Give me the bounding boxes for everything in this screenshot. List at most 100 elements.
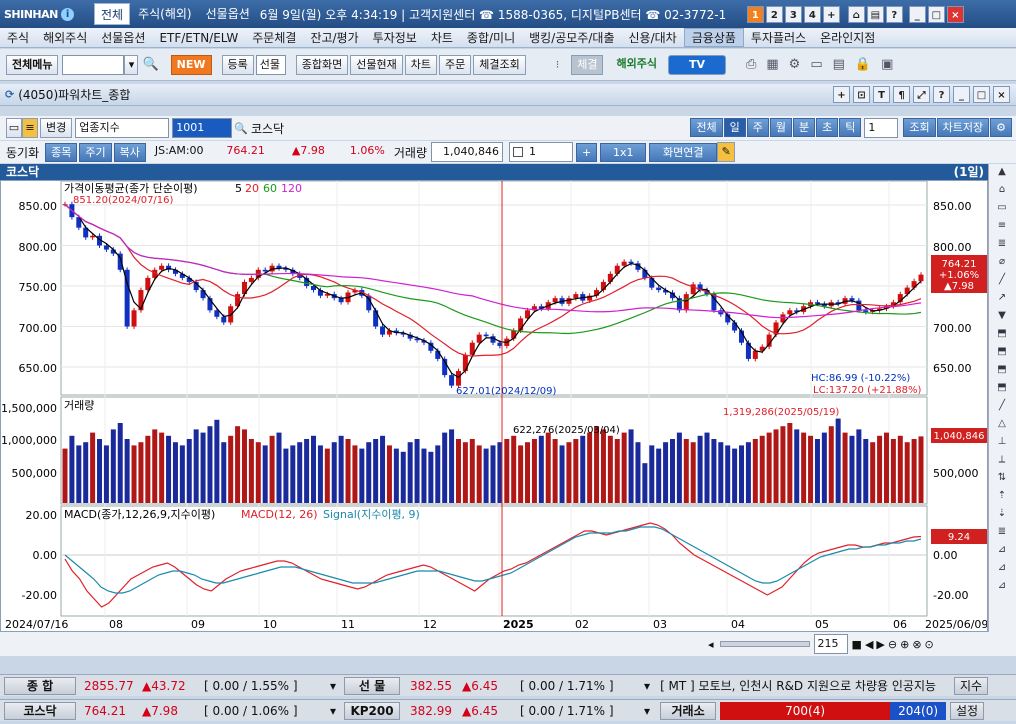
period-value-select[interactable]: 1 [864,118,899,138]
drawing-tool-8-icon[interactable]: ▼ [998,310,1006,321]
help-icon[interactable]: ? [885,5,903,23]
menu-item-9[interactable]: 뱅킹/공모주/대출 [529,31,615,45]
period-week-button[interactable]: 주 [746,118,769,137]
menu-item-10[interactable]: 신용/대차 [628,31,677,45]
drawing-tool-23-icon[interactable]: ⊿ [997,580,1007,591]
menu-search-input[interactable] [62,54,125,75]
kp200-dropdown-icon[interactable]: ▾ [644,703,651,718]
period-tick-button[interactable]: 틱 [839,118,862,137]
period-day-button[interactable]: 일 [723,118,746,137]
futures-current-button[interactable]: 선물현재 [350,54,403,75]
drawing-tool-9-icon[interactable]: ⬒ [997,328,1007,339]
save-layout-icon[interactable]: ▤ [832,57,845,72]
all-menu-button[interactable]: 전체메뉴 [6,54,59,75]
screen-4-button[interactable]: 4 [803,5,821,23]
kosdaq-dropdown-icon[interactable]: ▾ [330,703,337,718]
settings-icon[interactable]: ⚙ [788,57,801,72]
menu-toggle-icon[interactable]: ≡ [22,118,38,138]
zoom-in-icon[interactable]: ⊕ [900,637,910,651]
sync-period-button[interactable]: 주기 [79,142,112,162]
drawing-tool-20-icon[interactable]: ≣ [997,526,1007,537]
prev-icon[interactable]: ◀ [864,637,874,651]
zoom-reset-icon[interactable]: ⊗ [912,637,922,651]
window-link-icon[interactable]: ⊡ [853,86,870,103]
index-button[interactable]: 지수 [954,676,989,695]
menu-item-6[interactable]: 투자정보 [372,31,417,45]
drawing-tool-10-icon[interactable]: ⬒ [997,346,1007,357]
window-top-icon[interactable]: T [873,86,890,103]
panel-toggle-icon[interactable]: ▭ [6,118,22,138]
period-all-button[interactable]: 전체 [690,118,723,137]
sync-copy-button[interactable]: 복사 [113,142,146,162]
window-add-icon[interactable]: + [833,86,850,103]
order-button[interactable]: 주문 [439,54,472,75]
lock-icon[interactable]: 🔒 [854,57,872,72]
pen-icon[interactable]: ✎ [717,142,736,162]
chart-svg[interactable]: 가격이동평균(종가 단순이평) 5 20 60 120 851.20(2024/… [1,181,987,631]
drawing-tool-11-icon[interactable]: ⬒ [997,364,1007,375]
execute-button[interactable]: 체결 [571,54,604,75]
scroll-left-icon[interactable]: ◂ [708,637,714,651]
window-icon[interactable]: ▭ [810,57,823,72]
calculator-icon[interactable]: ▦ [766,57,779,72]
chart-button[interactable]: 차트 [404,54,437,75]
chart-settings-icon[interactable]: ⚙ [990,118,1012,137]
drawing-tool-14-icon[interactable]: △ [998,418,1006,429]
code-input[interactable]: 1001 [172,118,233,138]
add-screen-button[interactable]: + [822,5,840,23]
print-icon[interactable]: ▤ [866,5,884,23]
layout-count-select[interactable]: 1 [509,142,573,162]
drawing-tool-5-icon[interactable]: ⌀ [998,256,1006,267]
code-search-icon[interactable]: 🔍 [234,121,248,135]
drawing-tool-22-icon[interactable]: ⊿ [997,562,1007,573]
menu-item-4[interactable]: 주문체결 [252,31,297,45]
menu-item-0[interactable]: 주식 [7,31,30,45]
menu-item-12[interactable]: 투자플러스 [750,31,807,45]
drawing-tool-6-icon[interactable]: ╱ [998,274,1006,285]
maximize-icon[interactable]: □ [927,5,945,23]
menu-item-8[interactable]: 종합/미니 [466,31,516,45]
next-icon[interactable]: ▶ [876,637,885,651]
screen-link-button[interactable]: 화면연결 [649,142,718,162]
execution-query-button[interactable]: 체결조회 [473,54,526,75]
zoom-fit-icon[interactable]: ⊙ [924,637,934,651]
window-memo-icon[interactable]: ¶ [893,86,910,103]
drawing-tool-2-icon[interactable]: ▭ [997,202,1007,213]
window-fix-icon[interactable]: ⤢ [913,86,930,103]
search-icon[interactable]: 🔍 [142,57,159,72]
sync-item-button[interactable]: 종목 [45,142,78,162]
period-second-button[interactable]: 초 [816,118,839,137]
drawing-tool-0-icon[interactable]: ▲ [998,166,1006,177]
add-chart-button[interactable]: + [576,142,598,162]
period-month-button[interactable]: 월 [769,118,793,137]
screen-1-button[interactable]: 1 [746,5,764,23]
window-help-icon[interactable]: ? [933,86,950,103]
window-maximize-icon[interactable]: □ [973,86,990,103]
tv-button[interactable]: TV [667,54,726,75]
minimize-icon[interactable]: _ [908,5,926,23]
chart-area[interactable]: 가격이동평균(종가 단순이평) 5 20 60 120 851.20(2024/… [0,180,988,632]
composite-dropdown-icon[interactable]: ▾ [330,678,337,693]
menu-item-2[interactable]: 선물옵션 [101,31,146,45]
menu-item-1[interactable]: 해외주식 [43,31,88,45]
drawing-tool-13-icon[interactable]: ╱ [998,400,1006,411]
period-minute-button[interactable]: 분 [793,118,816,137]
drawing-tool-12-icon[interactable]: ⬒ [997,382,1007,393]
query-button[interactable]: 조회 [903,118,936,137]
stop-icon[interactable]: ■ [851,637,862,651]
new-button[interactable]: NEW [170,54,212,75]
news-ticker[interactable]: [ MT ] 모토브, 인천시 R&D 지원으로 차량용 인공지능 [660,679,937,693]
menu-item-13[interactable]: 온라인지점 [820,31,876,45]
foreign-stock-button[interactable]: 해외주식 [616,56,657,70]
tab-futures-options[interactable]: 선물옵션 [205,7,250,21]
screen-2-button[interactable]: 2 [765,5,783,23]
screen-3-button[interactable]: 3 [784,5,802,23]
menu-item-5[interactable]: 잔고/평가 [310,31,359,45]
drawing-tool-21-icon[interactable]: ⊿ [997,544,1007,555]
drawing-tool-3-icon[interactable]: ≡ [997,220,1007,231]
drawing-tool-7-icon[interactable]: ↗ [997,292,1007,303]
window-minimize-icon[interactable]: _ [953,86,970,103]
zoom-out-icon[interactable]: ⊖ [887,637,898,651]
home-icon[interactable]: ⌂ [847,5,865,23]
close-icon[interactable]: × [946,5,964,23]
